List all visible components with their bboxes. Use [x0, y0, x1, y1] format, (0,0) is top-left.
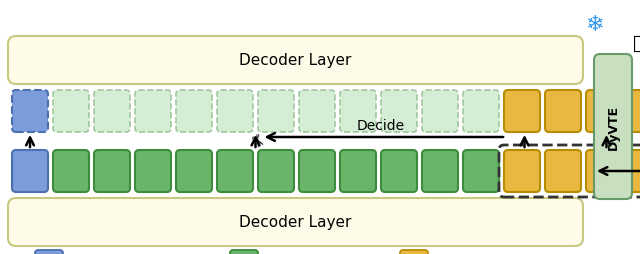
FancyBboxPatch shape — [299, 150, 335, 192]
FancyBboxPatch shape — [8, 198, 583, 246]
FancyBboxPatch shape — [299, 91, 335, 133]
FancyBboxPatch shape — [176, 91, 212, 133]
FancyBboxPatch shape — [627, 150, 640, 192]
FancyBboxPatch shape — [135, 150, 171, 192]
FancyBboxPatch shape — [12, 150, 48, 192]
FancyBboxPatch shape — [627, 91, 640, 133]
FancyBboxPatch shape — [53, 91, 89, 133]
FancyBboxPatch shape — [504, 91, 540, 133]
FancyBboxPatch shape — [381, 91, 417, 133]
FancyBboxPatch shape — [504, 150, 540, 192]
FancyBboxPatch shape — [258, 150, 294, 192]
FancyBboxPatch shape — [463, 91, 499, 133]
FancyBboxPatch shape — [422, 91, 458, 133]
FancyBboxPatch shape — [53, 150, 89, 192]
Text: ❄: ❄ — [585, 15, 604, 35]
FancyBboxPatch shape — [176, 150, 212, 192]
FancyBboxPatch shape — [135, 91, 171, 133]
FancyBboxPatch shape — [217, 150, 253, 192]
FancyBboxPatch shape — [340, 91, 376, 133]
FancyBboxPatch shape — [94, 150, 130, 192]
FancyBboxPatch shape — [422, 150, 458, 192]
FancyBboxPatch shape — [230, 250, 258, 254]
FancyBboxPatch shape — [586, 91, 622, 133]
FancyBboxPatch shape — [545, 150, 581, 192]
FancyBboxPatch shape — [400, 250, 428, 254]
FancyBboxPatch shape — [35, 250, 63, 254]
Text: 🔥: 🔥 — [633, 34, 640, 53]
FancyBboxPatch shape — [12, 91, 48, 133]
Text: Decoder Layer: Decoder Layer — [239, 53, 352, 68]
FancyBboxPatch shape — [258, 91, 294, 133]
FancyBboxPatch shape — [586, 150, 622, 192]
FancyBboxPatch shape — [8, 37, 583, 85]
Text: ✂: ✂ — [245, 130, 268, 151]
FancyBboxPatch shape — [94, 91, 130, 133]
Text: Decoder Layer: Decoder Layer — [239, 215, 352, 230]
FancyBboxPatch shape — [340, 150, 376, 192]
FancyBboxPatch shape — [463, 150, 499, 192]
FancyBboxPatch shape — [381, 150, 417, 192]
Text: Decide: Decide — [356, 119, 405, 133]
FancyBboxPatch shape — [594, 55, 632, 199]
Text: DyVTE: DyVTE — [607, 105, 620, 149]
FancyBboxPatch shape — [545, 91, 581, 133]
FancyBboxPatch shape — [217, 91, 253, 133]
